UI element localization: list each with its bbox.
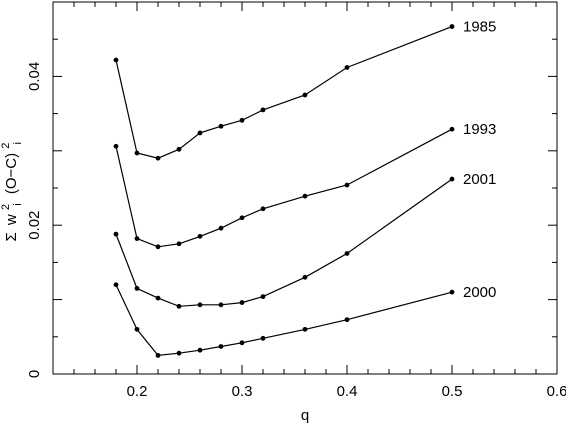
x-axis-label: q — [301, 407, 309, 424]
data-point-2000 — [134, 326, 140, 332]
data-point-1985 — [155, 155, 161, 161]
data-point-2000 — [113, 282, 119, 288]
data-point-2000 — [155, 353, 161, 358]
data-point-2001 — [155, 295, 161, 301]
data-point-2000 — [344, 317, 350, 323]
data-point-2001 — [302, 274, 308, 280]
series-line-2000 — [115, 284, 453, 357]
data-point-1985 — [260, 107, 266, 113]
data-point-2001 — [218, 302, 224, 308]
data-point-2000 — [302, 326, 308, 332]
y-tick-label: 0.04 — [26, 62, 43, 91]
data-point-1993 — [302, 193, 308, 199]
data-point-1993 — [113, 143, 119, 149]
data-point-1985 — [134, 150, 140, 156]
x-tick-label: 0.3 — [232, 383, 253, 400]
x-tick-label: 0.6 — [547, 383, 566, 400]
data-point-2000 — [449, 289, 455, 295]
data-point-1985 — [113, 57, 119, 63]
data-point-1993 — [260, 206, 266, 212]
data-point-1985 — [302, 92, 308, 98]
data-point-1985 — [197, 130, 203, 136]
series-label-2001: 2001 — [463, 171, 496, 188]
data-point-2001 — [197, 302, 203, 308]
data-point-2001 — [239, 300, 245, 305]
data-point-1985 — [449, 24, 455, 29]
series-label-1985: 1985 — [463, 19, 496, 36]
x-tick-label: 0.5 — [442, 383, 463, 400]
data-point-1993 — [239, 215, 245, 221]
series-label-1993: 1993 — [463, 121, 496, 138]
y-label-sup-2: 2 — [0, 204, 12, 210]
data-point-2001 — [260, 294, 266, 300]
data-point-1993 — [449, 126, 455, 132]
y-label-sup-2b: 2 — [0, 143, 12, 149]
data-point-2000 — [176, 350, 182, 356]
data-point-1993 — [344, 182, 350, 188]
series-line-1993 — [115, 128, 453, 248]
data-point-1993 — [197, 233, 203, 239]
series-layer: 1985 1993 2001 2000 — [113, 19, 496, 358]
data-point-2001 — [449, 176, 455, 182]
data-point-1993 — [176, 241, 182, 247]
data-point-1985 — [344, 65, 350, 70]
data-point-2000 — [260, 335, 266, 341]
data-point-2000 — [197, 347, 203, 353]
x-tick-label: 0.2 — [127, 383, 148, 400]
y-tick-label: 0 — [26, 370, 43, 378]
data-point-2001 — [113, 231, 119, 237]
data-point-1993 — [218, 225, 224, 231]
data-point-2000 — [218, 344, 224, 349]
y-label-oc: (O−C) — [3, 153, 20, 194]
y-label-w: w — [3, 214, 20, 226]
series-line-2001 — [115, 178, 453, 307]
series-label-2000: 2000 — [463, 284, 496, 301]
data-point-2001 — [134, 286, 140, 291]
x-tick-label: 0.4 — [337, 383, 358, 400]
y-label-sub-ib: i — [12, 142, 24, 144]
data-point-1985 — [239, 117, 245, 123]
data-point-1993 — [134, 236, 140, 241]
y-label-sub-i: i — [12, 203, 24, 205]
series-line-1985 — [115, 26, 453, 159]
data-point-1985 — [218, 123, 224, 129]
data-point-1985 — [176, 146, 182, 152]
data-point-2001 — [176, 303, 182, 309]
data-point-1993 — [155, 244, 161, 250]
y-axis-label: Σ w 2 i (O−C) 2 i — [0, 138, 25, 241]
data-point-2001 — [344, 251, 350, 256]
y-tick-label: 0.02 — [26, 211, 43, 240]
y-label-sum: Σ — [3, 232, 20, 241]
data-point-2000 — [239, 340, 245, 346]
ticks-layer: 0.2 0.3 0.4 0.5 0.6 0 0.02 0.04 — [26, 1, 566, 400]
